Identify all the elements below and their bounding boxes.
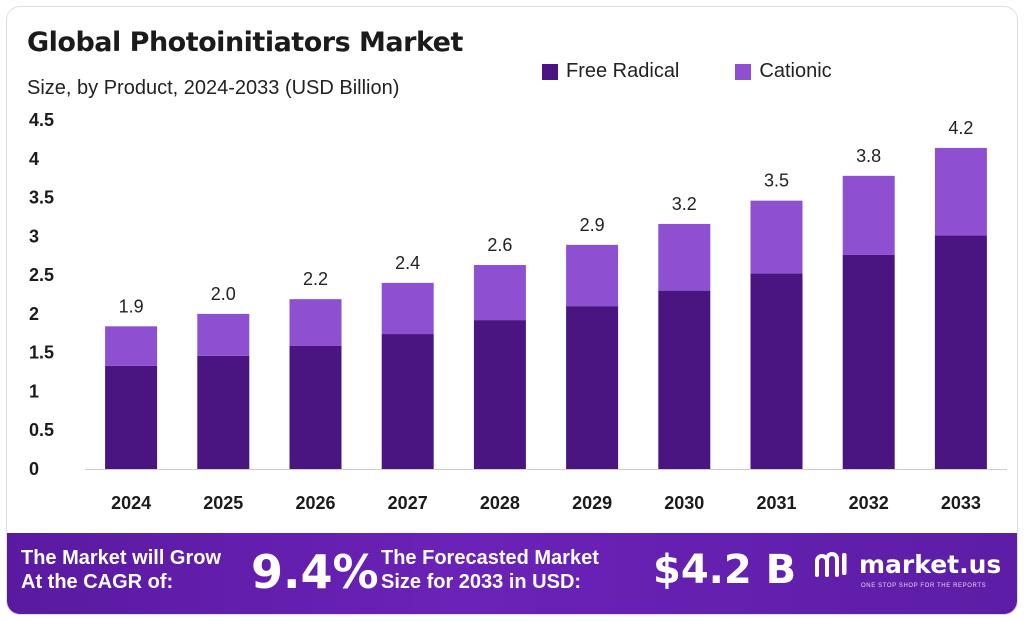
- y-tick-label: 0: [29, 459, 39, 479]
- bar-total-label: 2.0: [211, 284, 236, 304]
- x-tick-label: 2025: [203, 493, 243, 513]
- cagr-label-line2: At the CAGR of:: [21, 571, 174, 593]
- bar-free-radical: [381, 334, 434, 469]
- bar-free-radical: [842, 254, 895, 469]
- y-tick-label: 4: [29, 149, 39, 169]
- x-tick-label: 2027: [388, 493, 428, 513]
- bar-free-radical: [934, 235, 987, 469]
- market-us-logo-icon: [815, 552, 847, 577]
- x-tick-label: 2033: [941, 493, 981, 513]
- forecast-value: $4.2 B: [653, 547, 797, 593]
- y-tick-label: 2: [29, 304, 39, 324]
- x-tick-label: 2030: [664, 493, 704, 513]
- x-tick-label: 2029: [572, 493, 612, 513]
- x-tick-label: 2032: [849, 493, 889, 513]
- x-tick-label: 2026: [295, 493, 335, 513]
- forecast-label-line1: The Forecasted Market: [381, 547, 599, 569]
- bar-cationic: [934, 147, 987, 236]
- bar-cationic: [750, 200, 803, 274]
- x-tick-label: 2028: [480, 493, 520, 513]
- y-tick-label: 0.5: [29, 420, 54, 440]
- x-tick-label: 2031: [756, 493, 796, 513]
- bar-free-radical: [289, 345, 342, 469]
- brand-logo: market.us ONE STOP SHOP FOR THE REPORTS: [813, 549, 1002, 589]
- bar-cationic: [381, 282, 434, 335]
- cagr-value: 9.4%: [251, 545, 379, 599]
- bar-free-radical: [473, 320, 526, 469]
- cagr-label-line1: The Market will Grow: [21, 547, 222, 569]
- bar-chart: 0 0.5 1 1.5 2 2.5 3 3.5 4 4.5 1.9 2024 2.0 2025 2.2 202…: [29, 110, 1007, 513]
- bar-cationic: [197, 313, 250, 356]
- forecast-label: The Forecasted Market Size for 2033 in U…: [381, 546, 599, 594]
- bar-cationic: [658, 223, 711, 291]
- y-tick-label: 4.5: [29, 110, 54, 130]
- footer-banner: The Market will Grow At the CAGR of: 9.4…: [7, 533, 1017, 614]
- bar-free-radical: [750, 273, 803, 469]
- bar-free-radical: [105, 365, 158, 469]
- bar-cationic: [566, 244, 619, 307]
- y-tick-label: 3.5: [29, 188, 54, 208]
- brand-name: market.us: [859, 549, 1002, 579]
- legend-swatch-cationic: [735, 63, 752, 80]
- y-tick-label: 3: [29, 226, 39, 246]
- bar-free-radical: [197, 355, 250, 469]
- y-tick-label: 2.5: [29, 265, 54, 285]
- bar-total-label: 3.8: [856, 146, 881, 166]
- bar-cationic: [473, 265, 526, 321]
- bar-total-label: 3.5: [764, 171, 789, 191]
- legend: Free Radical Cationic: [542, 60, 832, 83]
- bar-cationic: [842, 175, 895, 255]
- bar-total-label: 1.9: [119, 296, 144, 316]
- bar-total-label: 2.6: [487, 235, 512, 255]
- legend-swatch-free-radical: [542, 63, 558, 80]
- bar-total-label: 2.2: [303, 269, 328, 289]
- bar-total-label: 4.2: [948, 118, 973, 138]
- bar-total-label: 3.2: [672, 194, 697, 214]
- chart-subtitle: Size, by Product, 2024-2033 (USD Billion…: [27, 77, 400, 99]
- bar-free-radical: [658, 290, 711, 469]
- bar-cationic: [105, 326, 158, 366]
- y-tick-label: 1: [29, 381, 39, 401]
- forecast-label-line2: Size for 2033 in USD:: [381, 571, 582, 593]
- y-tick-label: 1.5: [29, 343, 54, 363]
- legend-label-free-radical: Free Radical: [566, 60, 680, 82]
- chart-card: Global Photoinitiators Market Size, by P…: [6, 6, 1018, 615]
- bar-total-label: 2.4: [395, 253, 420, 273]
- x-tick-label: 2024: [111, 493, 151, 513]
- legend-item-cationic: Cationic: [735, 60, 832, 83]
- brand-tagline: ONE STOP SHOP FOR THE REPORTS: [861, 583, 987, 589]
- legend-item-free-radical: Free Radical: [542, 60, 679, 83]
- legend-label-cationic: Cationic: [759, 60, 832, 82]
- bar-cationic: [289, 299, 342, 346]
- chart-title: Global Photoinitiators Market: [27, 27, 463, 58]
- bar-total-label: 2.9: [580, 215, 605, 235]
- cagr-label: The Market will Grow At the CAGR of:: [21, 546, 221, 594]
- bar-free-radical: [566, 306, 619, 469]
